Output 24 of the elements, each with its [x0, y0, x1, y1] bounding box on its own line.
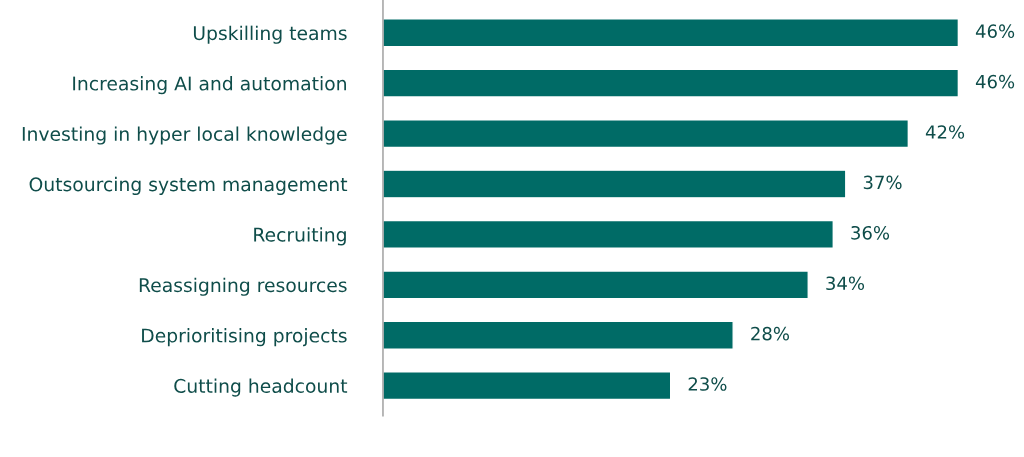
data-label: 46%	[975, 24, 1015, 38]
bar	[382, 270, 809, 300]
bar	[382, 320, 734, 350]
data-label: 42%	[925, 125, 965, 139]
data-label: 36%	[851, 225, 890, 240]
y-tick-label: Deprioritising projects	[142, 328, 347, 347]
data-label: 37%	[863, 175, 902, 190]
y-tick-label: Investing in hyper local knowledge	[22, 126, 347, 145]
bar	[382, 219, 834, 249]
bar	[382, 18, 960, 48]
y-tick-label: Cutting headcount	[174, 378, 348, 397]
y-tick-label: Upskilling teams	[193, 25, 347, 44]
bar	[382, 119, 910, 149]
bar	[382, 371, 672, 401]
data-label: 28%	[751, 326, 790, 341]
data-label: 34%	[826, 276, 865, 291]
bar	[382, 68, 960, 98]
y-tick-label: Increasing AI and automation	[73, 76, 346, 95]
bar	[382, 169, 847, 199]
y-tick-label: Outsourcing system management	[29, 176, 348, 196]
data-label: 23%	[688, 377, 727, 391]
data-label: 46%	[975, 74, 1015, 89]
y-tick-label: Recruiting	[254, 227, 346, 246]
y-tick-label: Reassigning resources	[139, 277, 347, 296]
